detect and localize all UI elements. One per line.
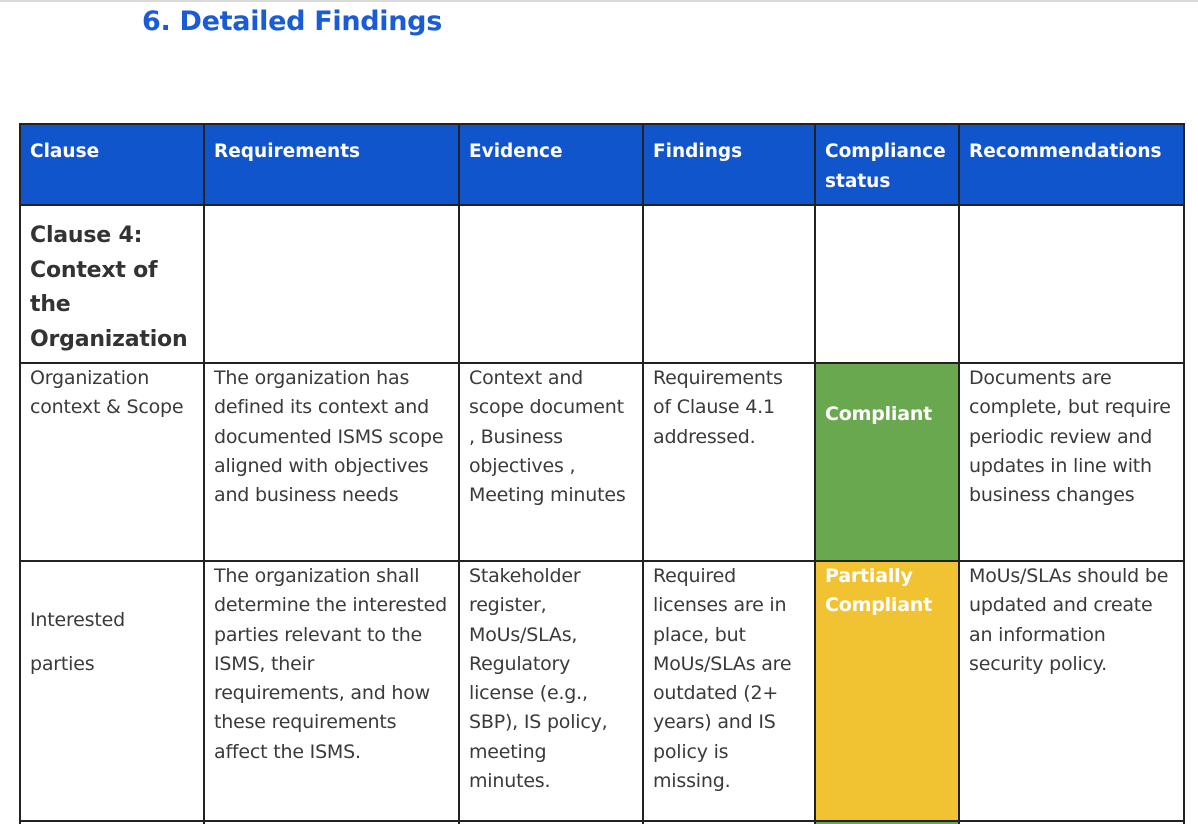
evidence-cell: Stakeholder register, MoUs/SLAs, Regulat…: [458, 560, 644, 822]
compliance-status-cell: Partially Compliant: [814, 560, 960, 822]
empty-cell: [458, 204, 644, 364]
empty-cell: [203, 204, 460, 364]
header-clause: Clause: [19, 123, 205, 206]
findings-cell: Requirements of Clause 4.1 addressed.: [642, 362, 816, 562]
recommendations-cell: MoUs/SLAs should be updated and create a…: [958, 560, 1185, 822]
status-cell-green: [814, 820, 960, 824]
empty-cell: [642, 204, 816, 364]
table-row-partial: [19, 820, 1185, 824]
section-heading: 6. Detailed Findings: [142, 6, 442, 37]
empty-cell: [19, 820, 205, 824]
findings-cell: Required licenses are in place, but MoUs…: [642, 560, 816, 822]
recommendations-cell: Documents are complete, but require peri…: [958, 362, 1185, 562]
clause-cell: Organization context & Scope: [19, 362, 205, 562]
empty-cell: [203, 820, 460, 824]
requirements-cell: The organization has defined its context…: [203, 362, 460, 562]
empty-cell: [642, 820, 816, 824]
table-row: Organization context & Scope The organiz…: [19, 362, 1185, 562]
clause-section-row: Clause 4: Context of the Organization: [19, 204, 1185, 364]
findings-table: Clause Requirements Evidence Findings Co…: [19, 123, 1185, 824]
header-requirements: Requirements: [203, 123, 460, 206]
requirements-cell: The organization shall determine the int…: [203, 560, 460, 822]
table-header-row: Clause Requirements Evidence Findings Co…: [19, 123, 1185, 206]
clause-cell: Interested parties: [19, 560, 205, 822]
header-findings: Findings: [642, 123, 816, 206]
evidence-cell: Context and scope document , Business ob…: [458, 362, 644, 562]
empty-cell: [958, 204, 1185, 364]
compliance-status-cell: Compliant: [814, 362, 960, 562]
empty-cell: [458, 820, 644, 824]
header-recommendations: Recommendations: [958, 123, 1185, 206]
empty-cell: [814, 204, 960, 364]
clause-section-title: Clause 4: Context of the Organization: [19, 204, 205, 364]
header-compliance-status: Compliance status: [814, 123, 960, 206]
header-evidence: Evidence: [458, 123, 644, 206]
table-row: Interested parties The organization shal…: [19, 560, 1185, 822]
empty-cell: [958, 820, 1185, 824]
